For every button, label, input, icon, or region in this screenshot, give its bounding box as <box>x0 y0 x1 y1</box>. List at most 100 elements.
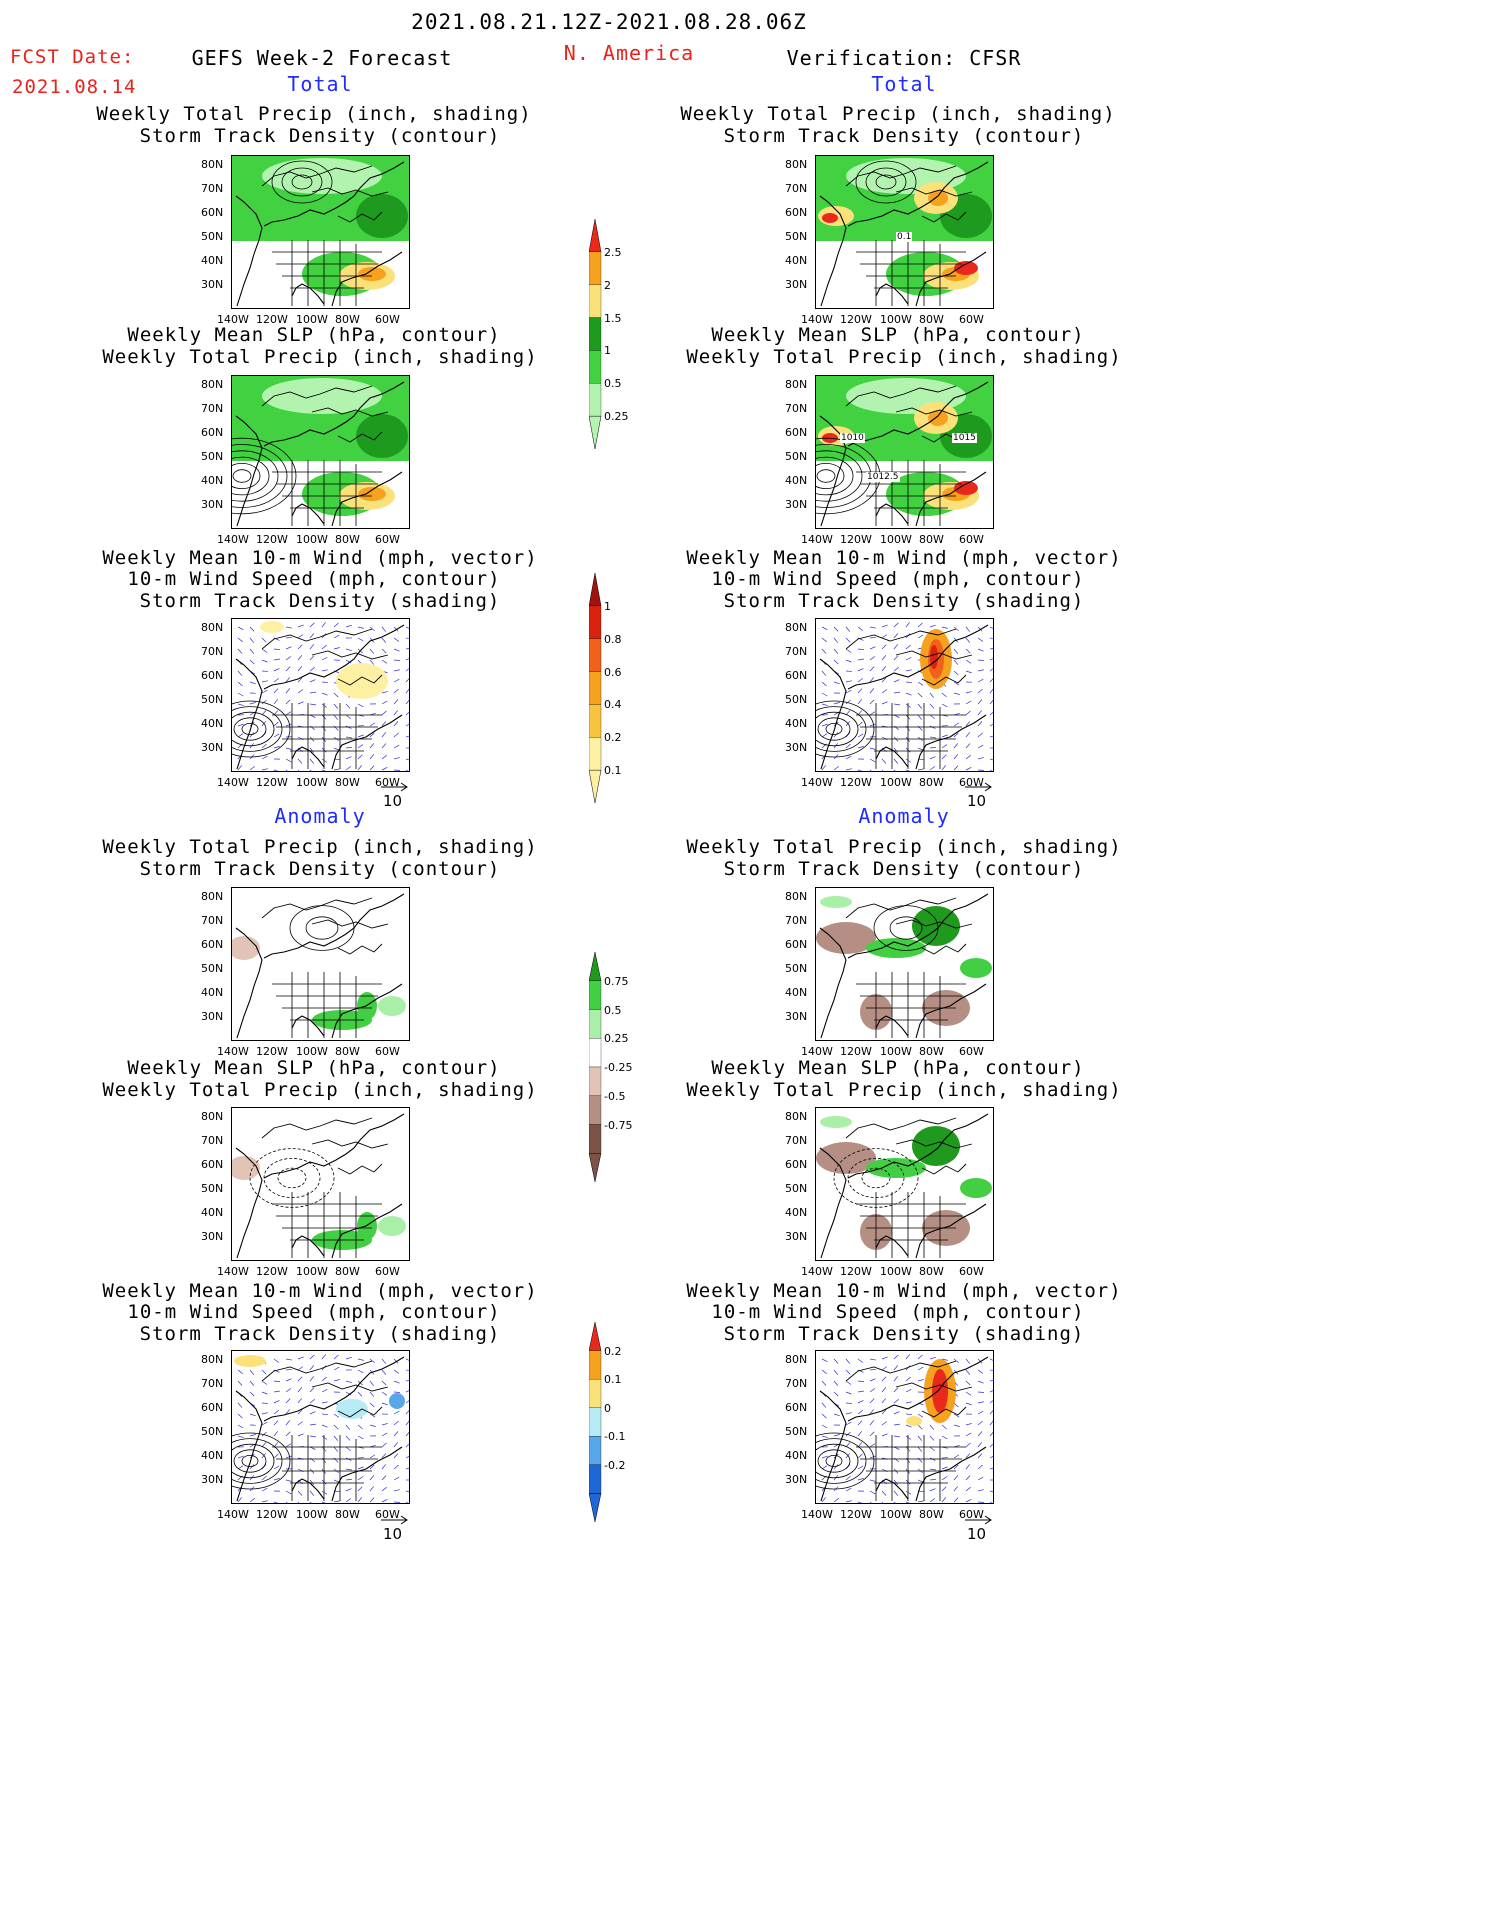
panel-title-line: Weekly Total Precip (inch, shading) <box>102 1079 538 1101</box>
region-label: N. America <box>563 41 695 65</box>
lat-tick-label: 40N <box>785 986 808 999</box>
lon-tick-label: 120W <box>840 1045 872 1058</box>
lat-tick-label: 80N <box>201 1353 224 1366</box>
lat-tick-label: 50N <box>201 1425 224 1438</box>
lon-tick-label: 120W <box>840 1265 872 1278</box>
lat-tick-label: 40N <box>785 254 808 267</box>
lat-tick-label: 60N <box>201 1401 224 1414</box>
vector-reference-label: 10 <box>383 1525 403 1543</box>
lat-tick-label: 80N <box>785 1353 808 1366</box>
map-svg <box>232 376 409 528</box>
lon-tick-label: 100W <box>880 1265 912 1278</box>
lat-tick-label: 50N <box>785 450 808 463</box>
lon-tick-label: 80W <box>335 1508 360 1521</box>
panel-title-line: 10-m Wind Speed (mph, contour) <box>711 1301 1085 1323</box>
reference-arrow-icon <box>965 782 992 792</box>
lon-tick-label: 120W <box>256 533 288 546</box>
fcst-date-value: 2021.08.14 <box>12 76 137 98</box>
lat-tick-label: 80N <box>785 621 808 634</box>
lon-tick-label: 140W <box>801 1508 833 1521</box>
colorbar-tick-label: 0.6 <box>604 665 622 679</box>
lat-tick-label: 30N <box>201 498 224 511</box>
verification-total-label: Total <box>871 72 937 96</box>
lat-tick-label: 30N <box>785 741 808 754</box>
colorbar-tick-label: -0.25 <box>604 1061 633 1074</box>
lat-tick-label: 30N <box>201 741 224 754</box>
lat-tick-label: 40N <box>201 254 224 267</box>
panel-title-line: Storm Track Density (shading) <box>139 590 501 612</box>
lon-tick-label: 100W <box>296 533 328 546</box>
lon-tick-label: 140W <box>801 1045 833 1058</box>
panel-title-line: 10-m Wind Speed (mph, contour) <box>127 568 501 590</box>
lon-tick-label: 100W <box>880 313 912 326</box>
contour-label: 1012.5 <box>866 472 900 482</box>
contour-label: 0.1 <box>896 232 913 242</box>
lon-tick-label: 140W <box>217 1045 249 1058</box>
lon-tick-label: 100W <box>296 1508 328 1521</box>
lat-tick-label: 70N <box>201 1377 224 1390</box>
forecast-anomaly-label: Anomaly <box>274 804 366 828</box>
panel-title-line: 10-m Wind Speed (mph, contour) <box>711 568 1085 590</box>
lat-tick-label: 30N <box>785 498 808 511</box>
lon-tick-label: 100W <box>296 1265 328 1278</box>
lat-tick-label: 40N <box>785 1206 808 1219</box>
map-svg <box>816 888 993 1040</box>
lon-tick-label: 60W <box>375 1508 400 1521</box>
period-title: 2021.08.21.12Z-2021.08.28.06Z <box>411 10 807 34</box>
lat-tick-label: 60N <box>201 669 224 682</box>
panel-title-line: Storm Track Density (contour) <box>723 125 1085 147</box>
lon-tick-label: 120W <box>256 313 288 326</box>
panel-title-line: Storm Track Density (contour) <box>139 858 501 880</box>
verification-label: Verification: CFSR <box>786 46 1022 70</box>
vector-reference-label: 10 <box>383 792 403 810</box>
colorbar-tick-label: 0 <box>604 1401 611 1415</box>
panel-title-line: Weekly Total Precip (inch, shading) <box>686 1079 1122 1101</box>
lat-tick-label: 80N <box>785 1110 808 1123</box>
lat-tick-label: 30N <box>785 1230 808 1243</box>
lat-tick-label: 50N <box>785 693 808 706</box>
colorbar-tick-label: 0.75 <box>604 974 629 988</box>
lat-tick-label: 70N <box>785 1377 808 1390</box>
lat-tick-label: 50N <box>785 230 808 243</box>
panel-title-line: Weekly Total Precip (inch, shading) <box>680 103 1116 125</box>
panel-title-line: Weekly Total Precip (inch, shading) <box>686 346 1122 368</box>
lat-tick-label: 40N <box>785 474 808 487</box>
lon-tick-label: 80W <box>335 776 360 789</box>
lon-tick-label: 100W <box>880 1045 912 1058</box>
map-panel <box>815 1350 994 1504</box>
map-panel <box>231 1350 410 1504</box>
colorbar-tick-label: -0.1 <box>604 1430 626 1444</box>
lon-tick-label: 140W <box>217 776 249 789</box>
map-svg <box>816 1108 993 1260</box>
map-panel <box>815 887 994 1041</box>
lat-tick-label: 60N <box>785 938 808 951</box>
lat-tick-label: 30N <box>201 1010 224 1023</box>
reference-arrow-icon <box>381 782 408 792</box>
lat-tick-label: 50N <box>785 1425 808 1438</box>
lon-tick-label: 60W <box>959 533 984 546</box>
lat-tick-label: 80N <box>201 1110 224 1123</box>
lon-tick-label: 100W <box>880 533 912 546</box>
lon-tick-label: 60W <box>959 1045 984 1058</box>
lat-tick-label: 80N <box>201 378 224 391</box>
colorbar-tick-label: -0.75 <box>604 1118 633 1132</box>
colorbar-tick-label: 0.1 <box>604 1373 622 1387</box>
lat-tick-label: 30N <box>785 278 808 291</box>
lat-tick-label: 40N <box>201 1449 224 1462</box>
lon-tick-label: 80W <box>335 533 360 546</box>
lat-tick-label: 50N <box>201 962 224 975</box>
lat-tick-label: 70N <box>201 1134 224 1147</box>
lat-tick-label: 30N <box>785 1010 808 1023</box>
contour-label: 1015 <box>952 433 977 443</box>
map-svg <box>232 156 409 308</box>
lat-tick-label: 50N <box>785 1182 808 1195</box>
colorbar-tick-label: 2 <box>604 278 611 292</box>
map-panel <box>231 887 410 1041</box>
lat-tick-label: 30N <box>785 1473 808 1486</box>
lat-tick-label: 30N <box>201 278 224 291</box>
colorbar-total-precip: 2.5 2 1.5 1 0.5 0.25 <box>588 218 661 483</box>
lat-tick-label: 60N <box>201 1158 224 1171</box>
lat-tick-label: 30N <box>201 1473 224 1486</box>
lat-tick-label: 50N <box>201 230 224 243</box>
lat-tick-label: 60N <box>785 1401 808 1414</box>
